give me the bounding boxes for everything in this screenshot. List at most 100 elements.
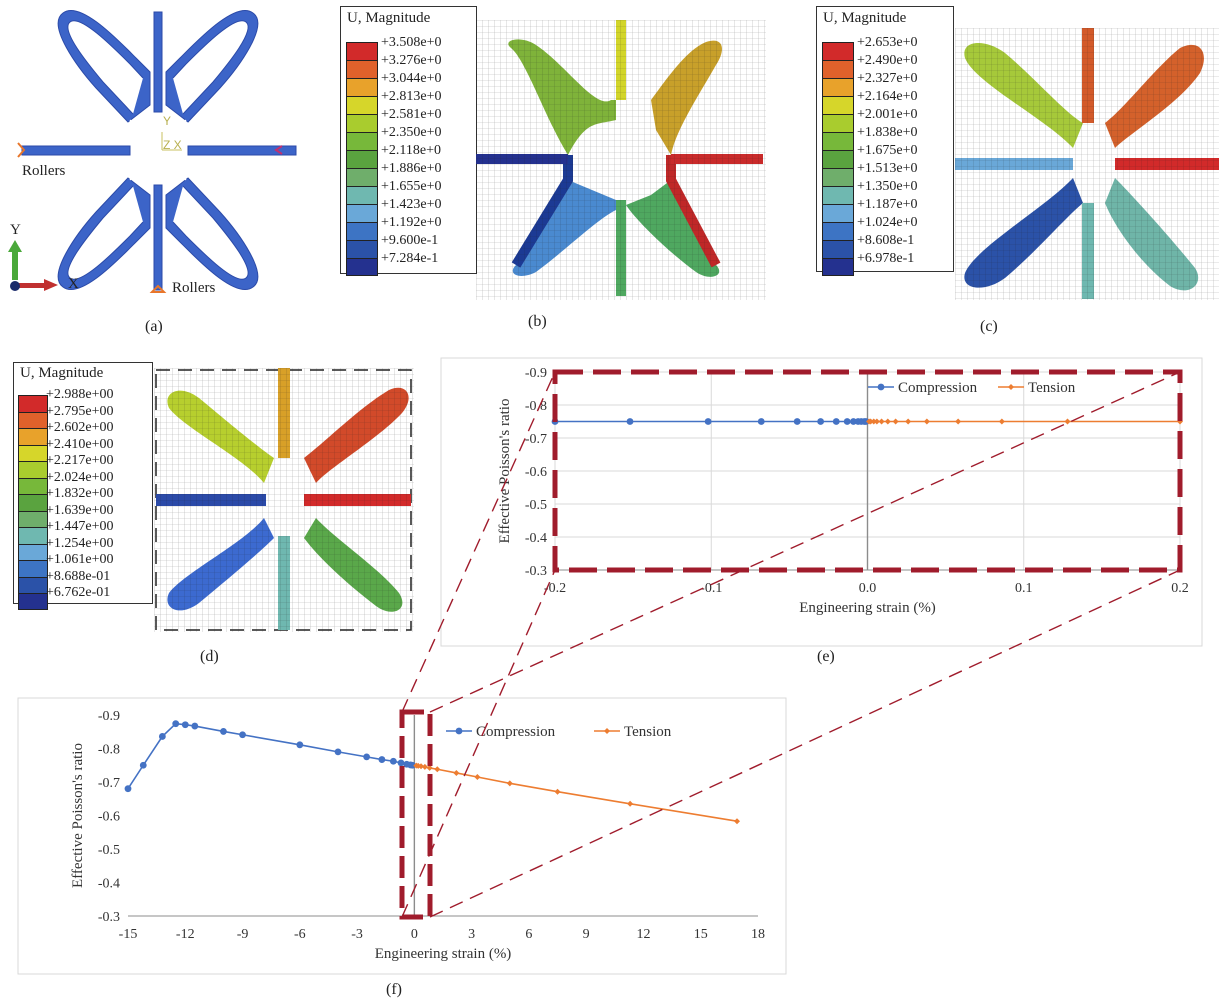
data-point (626, 418, 634, 425)
x-tick-label: -9 (237, 927, 249, 942)
panel-b-label: (b) (528, 313, 547, 330)
panel-d-label: (d) (200, 648, 219, 665)
legend-swatch (822, 168, 854, 186)
x-tick-label: 0.1 (1015, 581, 1033, 596)
legend-swatch (18, 576, 48, 593)
legend-label: Tension (624, 724, 672, 740)
y-tick-label: -0.6 (98, 810, 120, 825)
data-point (793, 418, 801, 425)
data-point (757, 418, 765, 425)
legend-label: Compression (898, 380, 978, 396)
origin-y-label: Y (163, 114, 172, 128)
legend-swatch (18, 527, 48, 544)
data-point (158, 733, 166, 740)
legend-swatch (822, 78, 854, 96)
data-point (220, 728, 227, 735)
x-tick-label: 9 (583, 927, 590, 942)
legend-c-values: +2.653e+0 +2.490e+0 +2.327e+0 +2.164e+0 +2.0… (857, 34, 918, 268)
legend-swatch (822, 132, 854, 150)
panel-b-deformed-structure (476, 20, 766, 300)
zoom-line-top-left (401, 371, 556, 713)
legend-swatch (18, 593, 48, 610)
data-point (867, 418, 874, 425)
data-point (704, 418, 712, 425)
data-point (378, 756, 386, 763)
legend-swatch (822, 258, 854, 276)
data-point (191, 722, 199, 730)
x-axis-label: Engineering strain (%) (375, 946, 512, 962)
legend-swatch (346, 60, 378, 78)
data-point (334, 748, 342, 756)
legend-swatch (18, 477, 48, 494)
legend-b: U, Magnitude +3.508e+0 +3.276e+0 +3.044e+0… (340, 6, 477, 276)
x-tick-label: 12 (636, 927, 650, 942)
legend-c: U, Magnitude +2.653e+0 +2.490e+0 +2.327e+0… (816, 6, 954, 276)
legend-value: +8.608e-1 (857, 233, 915, 248)
origin-zx-label: Z X (163, 138, 182, 152)
legend-swatch (822, 96, 854, 114)
legend-value: +3.276e+0 (381, 53, 442, 68)
data-point (627, 800, 634, 807)
panel-f-label: (f) (386, 981, 402, 998)
x-tick-label: 0 (411, 927, 418, 942)
rollers-left-label: Rollers (22, 163, 66, 179)
data-point (474, 773, 481, 780)
x-tick-label: 0.0 (859, 581, 877, 596)
legend-d-values: +2.988e+00 +2.795e+00 +2.602e+00 +2.410e+00… (46, 387, 114, 602)
chart-e-frame (440, 357, 1203, 647)
legend-marker (877, 383, 885, 391)
data-point (873, 418, 880, 425)
data-point (817, 418, 825, 425)
legend-value: +6.762e-01 (46, 585, 111, 600)
y-tick-label: -0.8 (98, 743, 120, 758)
y-tick-label: -0.7 (98, 776, 120, 791)
data-point (453, 769, 460, 776)
legend-value: +1.423e+0 (381, 197, 442, 212)
legend-swatch (18, 444, 48, 461)
legend-d-title: U, Magnitude (20, 365, 104, 381)
data-point (1064, 418, 1071, 425)
data-point (870, 418, 877, 425)
legend-value: +1.254e+00 (46, 535, 114, 551)
legend-value: +2.653e+0 (857, 35, 918, 50)
legend-swatch (18, 543, 48, 560)
x-tick-label: 15 (694, 927, 708, 942)
y-tick-label: -0.7 (525, 432, 547, 447)
data-point (172, 720, 180, 728)
y-tick-label: -0.9 (98, 709, 120, 724)
chart-f-frame (17, 697, 787, 975)
legend-swatch (18, 510, 48, 527)
legend-swatch (346, 258, 378, 276)
zoom-box-f (399, 709, 433, 920)
data-point (998, 418, 1005, 425)
panel-a-structure (8, 9, 297, 293)
data-point (426, 764, 433, 771)
axis-x-label: X (68, 276, 79, 292)
legend-value: +1.447e+00 (46, 519, 114, 534)
legend-swatch (18, 461, 48, 478)
data-point (884, 418, 891, 425)
legend-swatch (346, 240, 378, 258)
legend-value: +2.988e+00 (46, 387, 114, 402)
y-tick-label: -0.4 (525, 531, 547, 546)
x-tick-label: -12 (176, 927, 195, 942)
data-point (832, 418, 840, 425)
y-tick-label: -0.8 (525, 399, 547, 414)
x-tick-label: -15 (119, 927, 138, 942)
legend-value: +1.024e+0 (857, 215, 918, 230)
legend-value: +2.795e+00 (46, 403, 114, 419)
data-point (181, 721, 189, 729)
legend-b-values: +3.508e+0 +3.276e+0 +3.044e+0 +2.813e+0 +2.5… (381, 34, 442, 268)
legend-value: +7.284e-1 (381, 251, 439, 266)
legend-c-swatches (822, 42, 854, 276)
legend-value: +1.350e+0 (857, 179, 918, 194)
legend-value: +3.508e+0 (381, 35, 442, 50)
legend-swatch (822, 186, 854, 204)
legend-c-title: U, Magnitude (823, 10, 907, 26)
legend-value: +1.513e+0 (857, 161, 918, 176)
legend-marker (1008, 384, 1014, 390)
y-axis-label: Effective Poisson's ratio (497, 399, 513, 544)
data-point (239, 731, 246, 739)
legend-value: +1.061e+00 (46, 552, 114, 567)
